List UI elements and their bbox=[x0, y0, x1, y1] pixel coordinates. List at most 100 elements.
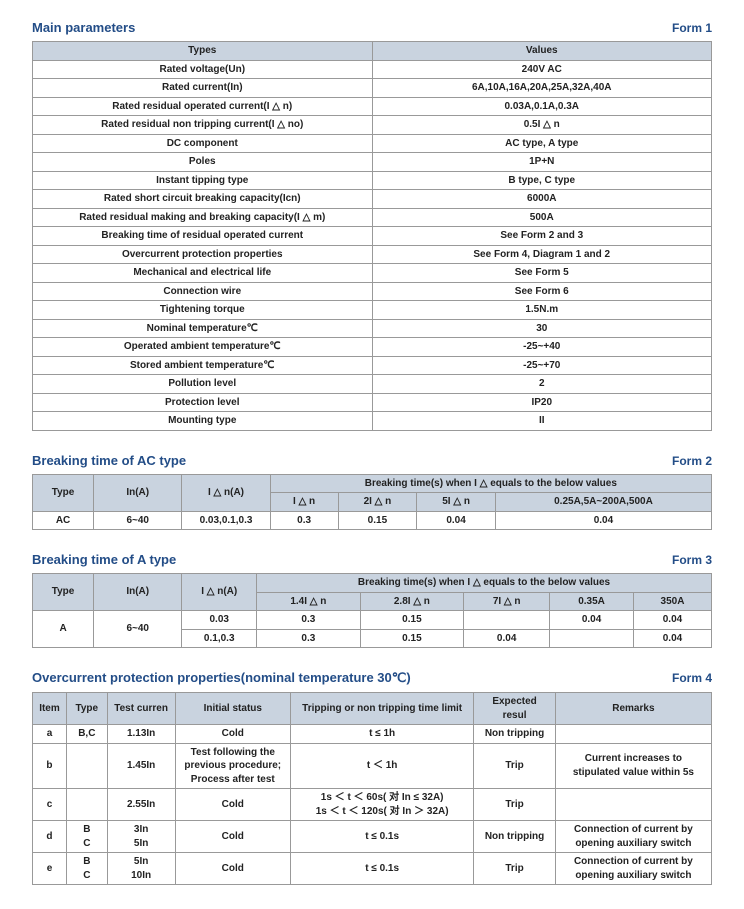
cell-key: Pollution level bbox=[33, 375, 373, 394]
form2-table: Type In(A) I △ n(A) Breaking time(s) whe… bbox=[32, 474, 712, 531]
cell: 5In10In bbox=[107, 853, 175, 885]
form4-title: Overcurrent protection properties(nomina… bbox=[32, 670, 411, 686]
cell-key: Breaking time of residual operated curre… bbox=[33, 227, 373, 246]
table-row: b 1.45InTest following the previous proce… bbox=[33, 743, 712, 789]
form1-head-values: Values bbox=[372, 42, 712, 61]
table-row: AC 6~40 0.03,0.1,0.3 0.3 0.15 0.04 0.04 bbox=[33, 511, 712, 530]
cell: Test following the previous procedure; P… bbox=[175, 743, 290, 789]
form2-h-c2: 2I △ n bbox=[338, 493, 417, 512]
form2-title: Breaking time of AC type bbox=[32, 453, 186, 468]
table-row: aB,C1.13InColdt ≤ 1hNon tripping bbox=[33, 725, 712, 744]
cell-key: Rated residual operated current(I △ n) bbox=[33, 97, 373, 116]
cell-key: Overcurrent protection properties bbox=[33, 245, 373, 264]
cell bbox=[555, 725, 711, 744]
table-row: Nominal temperature℃30 bbox=[33, 319, 712, 338]
cell-key: Tightening torque bbox=[33, 301, 373, 320]
cell: 0.04 bbox=[495, 511, 711, 530]
cell-value: 1P+N bbox=[372, 153, 712, 172]
cell-value: -25~+70 bbox=[372, 356, 712, 375]
cell: 3In5In bbox=[107, 821, 175, 853]
cell-key: Mechanical and electrical life bbox=[33, 264, 373, 283]
form2-h-idn: I △ n(A) bbox=[182, 474, 270, 511]
cell-value: 6A,10A,16A,20A,25A,32A,40A bbox=[372, 79, 712, 98]
cell: t ＜ 1h bbox=[290, 743, 473, 789]
form2-h-type: Type bbox=[33, 474, 94, 511]
form3-table: Type In(A) I △ n(A) Breaking time(s) whe… bbox=[32, 573, 712, 648]
cell: t ≤ 1h bbox=[290, 725, 473, 744]
cell: 0.1,0.3 bbox=[182, 629, 257, 648]
table-row: Stored ambient temperature℃-25~+70 bbox=[33, 356, 712, 375]
cell: 0.03 bbox=[182, 611, 257, 630]
table-row: Overcurrent protection propertiesSee For… bbox=[33, 245, 712, 264]
cell: 1.45In bbox=[107, 743, 175, 789]
table-row: DC componentAC type, A type bbox=[33, 134, 712, 153]
form3-h-c2: 2.8I △ n bbox=[360, 592, 464, 611]
cell: b bbox=[33, 743, 67, 789]
cell: AC bbox=[33, 511, 94, 530]
form2-h-c4: 0.25A,5A~200A,500A bbox=[495, 493, 711, 512]
form2-h-in: In(A) bbox=[94, 474, 182, 511]
form3-h-idn: I △ n(A) bbox=[182, 574, 257, 611]
cell: Trip bbox=[474, 743, 555, 789]
cell: A bbox=[33, 611, 94, 648]
cell-value: B type, C type bbox=[372, 171, 712, 190]
table-row: Rated residual non tripping current(I △ … bbox=[33, 116, 712, 135]
cell bbox=[550, 629, 634, 648]
cell-value: 1.5N.m bbox=[372, 301, 712, 320]
form4-h-limit: Tripping or non tripping time limit bbox=[290, 693, 473, 725]
cell: 0.04 bbox=[633, 629, 711, 648]
form1-head-types: Types bbox=[33, 42, 373, 61]
cell: 0.3 bbox=[257, 629, 361, 648]
cell bbox=[464, 611, 550, 630]
table-row: Instant tipping typeB type, C type bbox=[33, 171, 712, 190]
table-row: Pollution level2 bbox=[33, 375, 712, 394]
cell: 0.3 bbox=[270, 511, 338, 530]
cell: 0.15 bbox=[360, 629, 464, 648]
cell: t ≤ 0.1s bbox=[290, 821, 473, 853]
cell-key: Stored ambient temperature℃ bbox=[33, 356, 373, 375]
form4-label: Form 4 bbox=[672, 671, 712, 685]
form3-heading: Breaking time of A type Form 3 bbox=[32, 552, 712, 567]
table-row: Connection wireSee Form 6 bbox=[33, 282, 712, 301]
cell-key: Mounting type bbox=[33, 412, 373, 431]
cell-key: Operated ambient temperature℃ bbox=[33, 338, 373, 357]
table-row: dBC3In5InColdt ≤ 0.1sNon trippingConnect… bbox=[33, 821, 712, 853]
cell-key: Connection wire bbox=[33, 282, 373, 301]
cell bbox=[555, 789, 711, 821]
table-row: Rated residual making and breaking capac… bbox=[33, 208, 712, 227]
cell: Connection of current by opening auxilia… bbox=[555, 821, 711, 853]
cell: Trip bbox=[474, 853, 555, 885]
cell-key: Rated residual making and breaking capac… bbox=[33, 208, 373, 227]
cell: 0.04 bbox=[550, 611, 634, 630]
form3-label: Form 3 bbox=[672, 553, 712, 567]
cell-key: Poles bbox=[33, 153, 373, 172]
cell: Connection of current by opening auxilia… bbox=[555, 853, 711, 885]
cell: Cold bbox=[175, 789, 290, 821]
cell: Non tripping bbox=[474, 821, 555, 853]
cell-value: See Form 6 bbox=[372, 282, 712, 301]
form2-heading: Breaking time of AC type Form 2 bbox=[32, 453, 712, 468]
cell: BC bbox=[66, 821, 107, 853]
form2-h-top: Breaking time(s) when I △ equals to the … bbox=[270, 474, 711, 493]
cell: Non tripping bbox=[474, 725, 555, 744]
cell: 0.04 bbox=[633, 611, 711, 630]
cell-key: Rated short circuit breaking capacity(Ic… bbox=[33, 190, 373, 209]
form4-h-test: Test curren bbox=[107, 693, 175, 725]
cell-value: See Form 2 and 3 bbox=[372, 227, 712, 246]
table-row: Rated residual operated current(I △ n)0.… bbox=[33, 97, 712, 116]
cell-value: See Form 4, Diagram 1 and 2 bbox=[372, 245, 712, 264]
table-row: Rated current(In)6A,10A,16A,20A,25A,32A,… bbox=[33, 79, 712, 98]
table-row: Mechanical and electrical lifeSee Form 5 bbox=[33, 264, 712, 283]
table-row: Protection levelIP20 bbox=[33, 393, 712, 412]
form3-h-type: Type bbox=[33, 574, 94, 611]
cell-key: Rated voltage(Un) bbox=[33, 60, 373, 79]
cell-value: 500A bbox=[372, 208, 712, 227]
table-row: Rated voltage(Un)240V AC bbox=[33, 60, 712, 79]
form1-heading: Main parameters Form 1 bbox=[32, 20, 712, 35]
table-row: A 6~40 0.03 0.3 0.15 0.04 0.04 bbox=[33, 611, 712, 630]
table-row: c2.55InCold1s ＜ t ＜ 60s( 对 In ≤ 32A)1s ＜… bbox=[33, 789, 712, 821]
cell-key: Protection level bbox=[33, 393, 373, 412]
form1-title: Main parameters bbox=[32, 20, 135, 35]
cell: e bbox=[33, 853, 67, 885]
cell-key: Instant tipping type bbox=[33, 171, 373, 190]
